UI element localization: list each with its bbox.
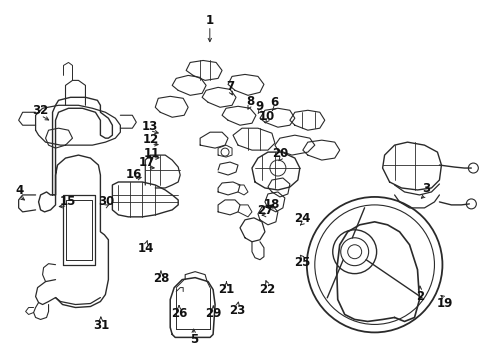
Text: 32: 32: [33, 104, 49, 117]
Text: 21: 21: [219, 283, 235, 296]
Text: 7: 7: [226, 80, 234, 93]
Text: 14: 14: [138, 242, 154, 255]
Text: 26: 26: [171, 307, 187, 320]
Text: 4: 4: [15, 184, 24, 197]
Text: 31: 31: [93, 319, 109, 332]
Text: 2: 2: [416, 290, 424, 303]
Text: 20: 20: [272, 147, 289, 160]
Text: 23: 23: [229, 304, 246, 317]
Text: 15: 15: [59, 195, 76, 208]
Text: 11: 11: [144, 147, 160, 159]
Text: 9: 9: [255, 100, 264, 113]
Text: 24: 24: [294, 212, 311, 225]
Text: 10: 10: [259, 110, 275, 123]
Text: 27: 27: [257, 204, 273, 217]
Text: 13: 13: [142, 121, 158, 134]
Text: 18: 18: [263, 198, 280, 211]
Text: 29: 29: [205, 307, 221, 320]
Text: 5: 5: [190, 333, 198, 346]
Text: 17: 17: [139, 156, 155, 169]
Text: 3: 3: [422, 183, 430, 195]
Text: 12: 12: [143, 133, 159, 146]
Text: 25: 25: [294, 256, 311, 269]
Text: 30: 30: [98, 195, 115, 208]
Text: 19: 19: [437, 297, 454, 310]
Text: 8: 8: [246, 95, 254, 108]
Text: 22: 22: [259, 283, 275, 296]
Text: 6: 6: [270, 96, 278, 109]
Text: 28: 28: [153, 272, 169, 285]
Text: 16: 16: [125, 168, 142, 181]
Text: 1: 1: [206, 14, 214, 27]
